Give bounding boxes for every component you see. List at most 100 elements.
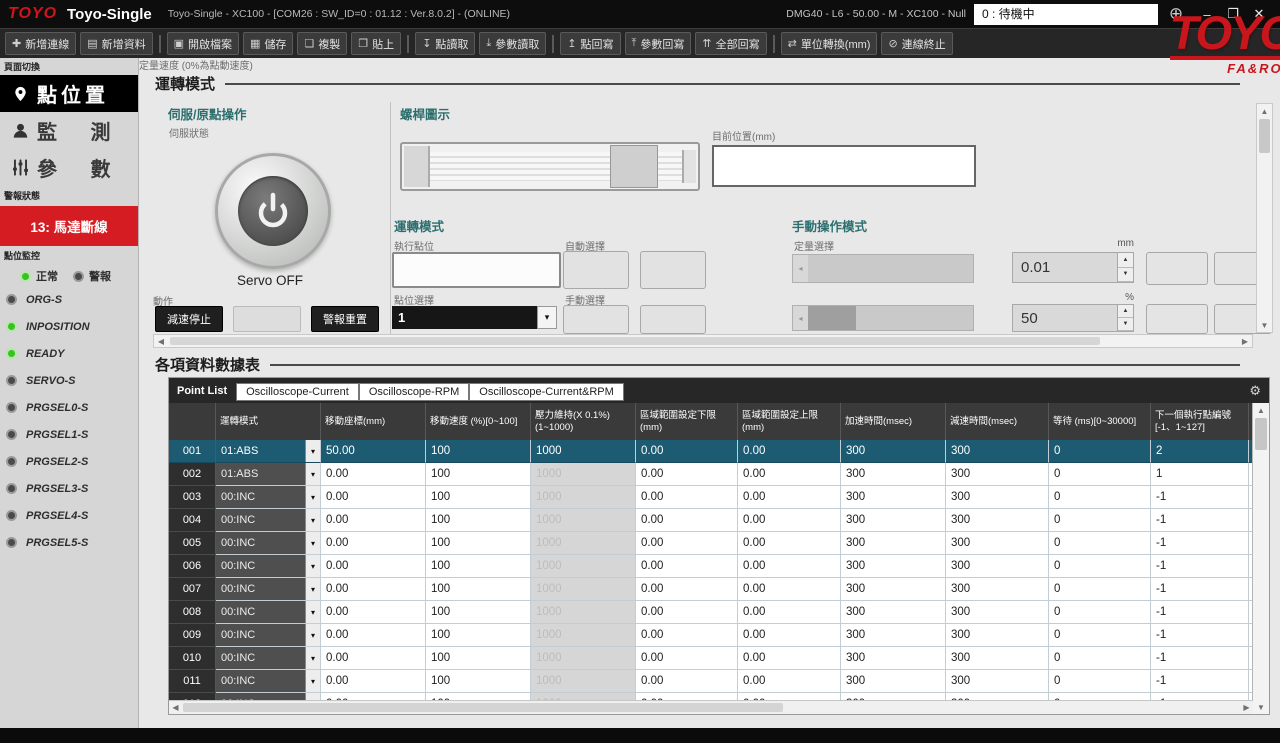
mode-cell[interactable]: 00:INC▾ <box>216 578 321 601</box>
force-cell[interactable]: 1000 <box>531 486 636 509</box>
wait-cell[interactable]: 0 <box>1049 578 1151 601</box>
range-low-cell[interactable]: 0.00 <box>636 532 738 555</box>
next-point-cell[interactable]: 1 <box>1151 463 1249 486</box>
step-spin-buttons[interactable]: ▲ ▼ <box>1117 253 1133 282</box>
tab-oscilloscope-rpm[interactable]: Oscilloscope-RPM <box>358 382 470 401</box>
range-high-cell[interactable]: 0.00 <box>738 486 841 509</box>
table-row[interactable]: 006 00:INC ▾ 0.00 100 1000 0.00 0.00 300 300 0 -1 <box>169 555 1269 578</box>
speed-spin-buttons[interactable]: ▲ ▼ <box>1117 305 1133 331</box>
mode-cell[interactable]: 00:INC▾ <box>216 624 321 647</box>
step-slider[interactable]: ◂ <box>792 254 974 283</box>
open-file-button[interactable]: ▣ 開啟檔案 <box>166 32 240 55</box>
range-high-cell[interactable]: 0.00 <box>738 670 841 693</box>
decel-cell[interactable]: 300 <box>946 463 1049 486</box>
tab-oscilloscope-current-rpm[interactable]: Oscilloscope-Current&RPM <box>469 382 624 401</box>
range-high-cell[interactable]: 0.00 <box>738 601 841 624</box>
decel-cell[interactable]: 300 <box>946 509 1049 532</box>
wait-cell[interactable]: 0 <box>1049 555 1151 578</box>
table-horizontal-scrollbar[interactable]: ◀ ▶ <box>169 700 1253 714</box>
range-high-cell[interactable]: 0.00 <box>738 578 841 601</box>
table-row[interactable]: 002 01:ABS ▾ 0.00 100 1000 0.00 0.00 300 300 0 1 <box>169 463 1269 486</box>
mode-dropdown-arrow-icon[interactable]: ▾ <box>305 647 320 669</box>
servo-power-button[interactable] <box>215 153 331 269</box>
accel-cell[interactable]: 300 <box>841 555 946 578</box>
range-low-cell[interactable]: 0.00 <box>636 647 738 670</box>
next-point-cell[interactable]: -1 <box>1151 532 1249 555</box>
point-read-button[interactable]: ↧ 點讀取 <box>415 32 476 55</box>
range-high-cell[interactable]: 0.00 <box>738 440 841 463</box>
force-cell[interactable]: 1000 <box>531 624 636 647</box>
table-row[interactable]: 009 00:INC ▾ 0.00 100 1000 0.00 0.00 300 300 0 -1 <box>169 624 1269 647</box>
scroll-down-icon[interactable]: ▼ <box>1260 320 1269 330</box>
param-write-button[interactable]: ⤒ 參數回寫 <box>624 32 692 55</box>
mode-dropdown-arrow-icon[interactable]: ▾ <box>305 440 320 462</box>
force-cell[interactable]: 1000 <box>531 532 636 555</box>
gear-icon[interactable]: ⚙ <box>1249 382 1261 398</box>
mode-cell[interactable]: 00:INC▾ <box>216 601 321 624</box>
accel-cell[interactable]: 300 <box>841 532 946 555</box>
globe-icon[interactable]: ⊕ <box>1168 4 1184 23</box>
scroll-right-icon[interactable]: ▶ <box>1241 336 1249 346</box>
mode-dropdown-arrow-icon[interactable]: ▾ <box>305 578 320 600</box>
accel-cell[interactable]: 300 <box>841 486 946 509</box>
row-number-cell[interactable]: 008 <box>169 601 216 624</box>
row-number-cell[interactable]: 003 <box>169 486 216 509</box>
write-all-button[interactable]: ⇈ 全部回寫 <box>695 32 767 55</box>
decel-stop-button[interactable]: 減速停止 <box>155 306 223 332</box>
mode-dropdown-arrow-icon[interactable]: ▾ <box>305 532 320 554</box>
range-low-cell[interactable]: 0.00 <box>636 670 738 693</box>
accel-cell[interactable]: 300 <box>841 578 946 601</box>
next-point-cell[interactable]: -1 <box>1151 486 1249 509</box>
mode-dropdown-arrow-icon[interactable]: ▾ <box>305 463 320 485</box>
step-value[interactable]: 0.01 <box>1021 259 1051 276</box>
coord-cell[interactable]: 0.00 <box>321 532 426 555</box>
alarm-reset-button[interactable]: 警報重置 <box>311 306 379 332</box>
save-button[interactable]: ▦ 儲存 <box>243 32 294 55</box>
accel-cell[interactable]: 300 <box>841 647 946 670</box>
mode-dropdown-arrow-icon[interactable]: ▾ <box>305 624 320 646</box>
force-cell[interactable]: 1000 <box>531 647 636 670</box>
table-row[interactable]: 007 00:INC ▾ 0.00 100 1000 0.00 0.00 300 300 0 -1 <box>169 578 1269 601</box>
scroll-thumb[interactable] <box>1259 119 1270 153</box>
row-number-cell[interactable]: 010 <box>169 647 216 670</box>
point-write-button[interactable]: ↥ 點回寫 <box>560 32 621 55</box>
force-cell[interactable]: 1000 <box>531 555 636 578</box>
mode-dropdown-arrow-icon[interactable]: ▾ <box>305 555 320 577</box>
speed-cell[interactable]: 100 <box>426 486 531 509</box>
force-cell[interactable]: 1000 <box>531 463 636 486</box>
speed-cell[interactable]: 100 <box>426 624 531 647</box>
mode-cell[interactable]: 00:INC▾ <box>216 486 321 509</box>
range-low-cell[interactable]: 0.00 <box>636 486 738 509</box>
close-button[interactable]: ✕ <box>1253 6 1265 21</box>
spin-down-icon[interactable]: ▼ <box>1118 267 1133 282</box>
next-point-cell[interactable]: -1 <box>1151 647 1249 670</box>
spin-down-icon[interactable]: ▼ <box>1118 318 1133 331</box>
coord-cell[interactable]: 0.00 <box>321 463 426 486</box>
next-point-cell[interactable]: -1 <box>1151 670 1249 693</box>
coord-cell[interactable]: 0.00 <box>321 509 426 532</box>
force-cell[interactable]: 1000 <box>531 670 636 693</box>
restore-button[interactable]: ❐ <box>1227 6 1239 21</box>
force-cell[interactable]: 1000 <box>531 601 636 624</box>
range-low-cell[interactable]: 0.00 <box>636 601 738 624</box>
row-number-cell[interactable]: 007 <box>169 578 216 601</box>
next-point-cell[interactable]: -1 <box>1151 509 1249 532</box>
row-number-cell[interactable]: 001 <box>169 440 216 463</box>
accel-cell[interactable]: 300 <box>841 440 946 463</box>
wait-cell[interactable]: 0 <box>1049 670 1151 693</box>
wait-cell[interactable]: 0 <box>1049 486 1151 509</box>
speed-cell[interactable]: 100 <box>426 578 531 601</box>
scroll-thumb[interactable] <box>183 703 783 712</box>
decel-cell[interactable]: 300 <box>946 486 1049 509</box>
scroll-thumb[interactable] <box>170 337 1100 345</box>
range-low-cell[interactable]: 0.00 <box>636 624 738 647</box>
mode-dropdown-arrow-icon[interactable]: ▾ <box>305 486 320 508</box>
scroll-right-icon[interactable]: ▶ <box>1243 703 1250 712</box>
mode-cell[interactable]: 00:INC▾ <box>216 555 321 578</box>
wait-cell[interactable]: 0 <box>1049 532 1151 555</box>
next-point-cell[interactable]: -1 <box>1151 624 1249 647</box>
accel-cell[interactable]: 300 <box>841 601 946 624</box>
coord-cell[interactable]: 0.00 <box>321 601 426 624</box>
accel-cell[interactable]: 300 <box>841 463 946 486</box>
speed-cell[interactable]: 100 <box>426 440 531 463</box>
